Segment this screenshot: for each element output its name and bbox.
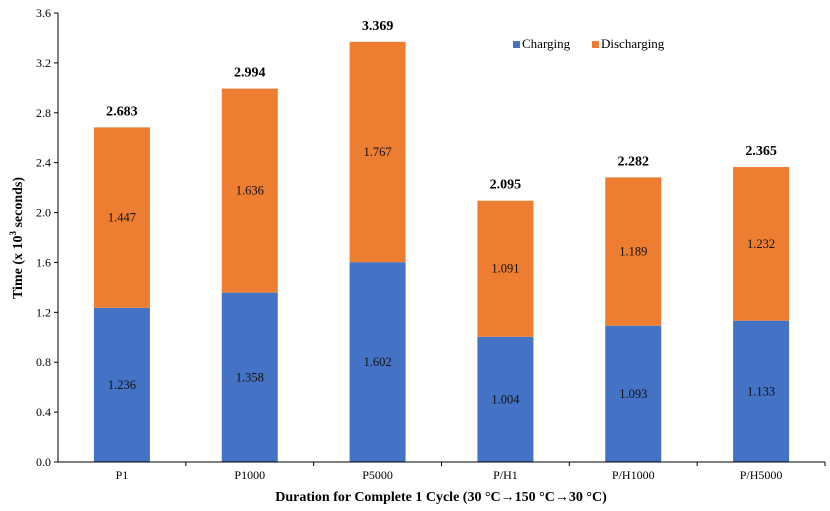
y-tick-label: 2.0 <box>36 206 51 220</box>
bar-discharging <box>93 127 150 308</box>
x-axis-ticks: P1 P1000 P5000 P/H1 P/H1000 P/H5000 <box>116 462 826 482</box>
total-label: 2.365 <box>745 144 777 159</box>
y-tick-label: 0.4 <box>36 405 51 419</box>
data-label-discharging: 1.232 <box>747 237 775 251</box>
bar-discharging <box>349 41 406 263</box>
y-tick-label: 1.2 <box>36 305 51 319</box>
bar-charging <box>733 320 790 462</box>
segment-labels: 1.236 1.447 1.358 1.636 1.602 1.767 1.004 1.091… <box>108 145 775 406</box>
x-tick-label: P/H1000 <box>612 468 655 482</box>
total-label: 2.994 <box>234 66 266 81</box>
legend-swatch <box>592 41 599 48</box>
data-label-discharging: 1.189 <box>619 245 647 259</box>
total-label: 3.369 <box>362 19 394 34</box>
x-tick-label: P1 <box>116 468 129 482</box>
data-label-charging: 1.358 <box>236 370 264 384</box>
y-tick-label: 2.8 <box>36 106 51 120</box>
data-label-discharging: 1.636 <box>236 184 264 198</box>
bars <box>93 41 790 462</box>
x-tick-label: P/H5000 <box>740 468 783 482</box>
bar-discharging <box>605 177 662 326</box>
y-tick-label: 0.0 <box>36 455 51 469</box>
y-axis-ticks: 0.0 0.4 0.8 1.2 1.6 2.0 2.4 2.8 3.2 3.6 <box>36 6 58 469</box>
bar-charging <box>349 262 406 462</box>
y-tick-label: 2.4 <box>36 156 51 170</box>
legend-swatch <box>513 41 520 48</box>
data-label-charging: 1.133 <box>747 384 775 398</box>
legend: Charging Discharging <box>513 36 665 51</box>
y-tick-label: 3.6 <box>36 6 51 20</box>
bar-charging <box>605 325 662 462</box>
bar-discharging <box>477 200 534 337</box>
y-tick-label: 1.6 <box>36 255 51 269</box>
x-tick-label: P5000 <box>362 468 393 482</box>
legend-label: Discharging <box>601 36 665 51</box>
bar-charging <box>221 292 278 462</box>
bar-discharging <box>221 88 278 293</box>
data-label-charging: 1.093 <box>619 387 647 401</box>
y-axis-title: Time (x 103 seconds) <box>8 177 26 299</box>
y-tick-label: 0.8 <box>36 355 51 369</box>
x-tick-label: P1000 <box>234 468 265 482</box>
y-tick-label: 3.2 <box>36 56 51 70</box>
total-label: 2.282 <box>618 154 650 169</box>
bar-charging <box>93 307 150 462</box>
data-label-charging: 1.004 <box>491 392 520 406</box>
legend-label: Charging <box>522 36 571 51</box>
x-axis-title: Duration for Complete 1 Cycle (30 °C→150… <box>275 490 607 505</box>
data-label-discharging: 1.767 <box>364 145 392 159</box>
data-label-discharging: 1.447 <box>108 211 136 225</box>
bar-charging <box>477 336 534 462</box>
total-labels: 2.683 2.994 3.369 2.095 2.282 2.365 <box>106 19 777 193</box>
data-label-charging: 1.236 <box>108 378 136 392</box>
total-label: 2.095 <box>490 178 522 193</box>
x-tick-label: P/H1 <box>493 468 518 482</box>
data-label-discharging: 1.091 <box>491 262 519 276</box>
total-label: 2.683 <box>106 104 138 119</box>
bar-discharging <box>733 167 790 321</box>
data-label-charging: 1.602 <box>364 355 392 369</box>
